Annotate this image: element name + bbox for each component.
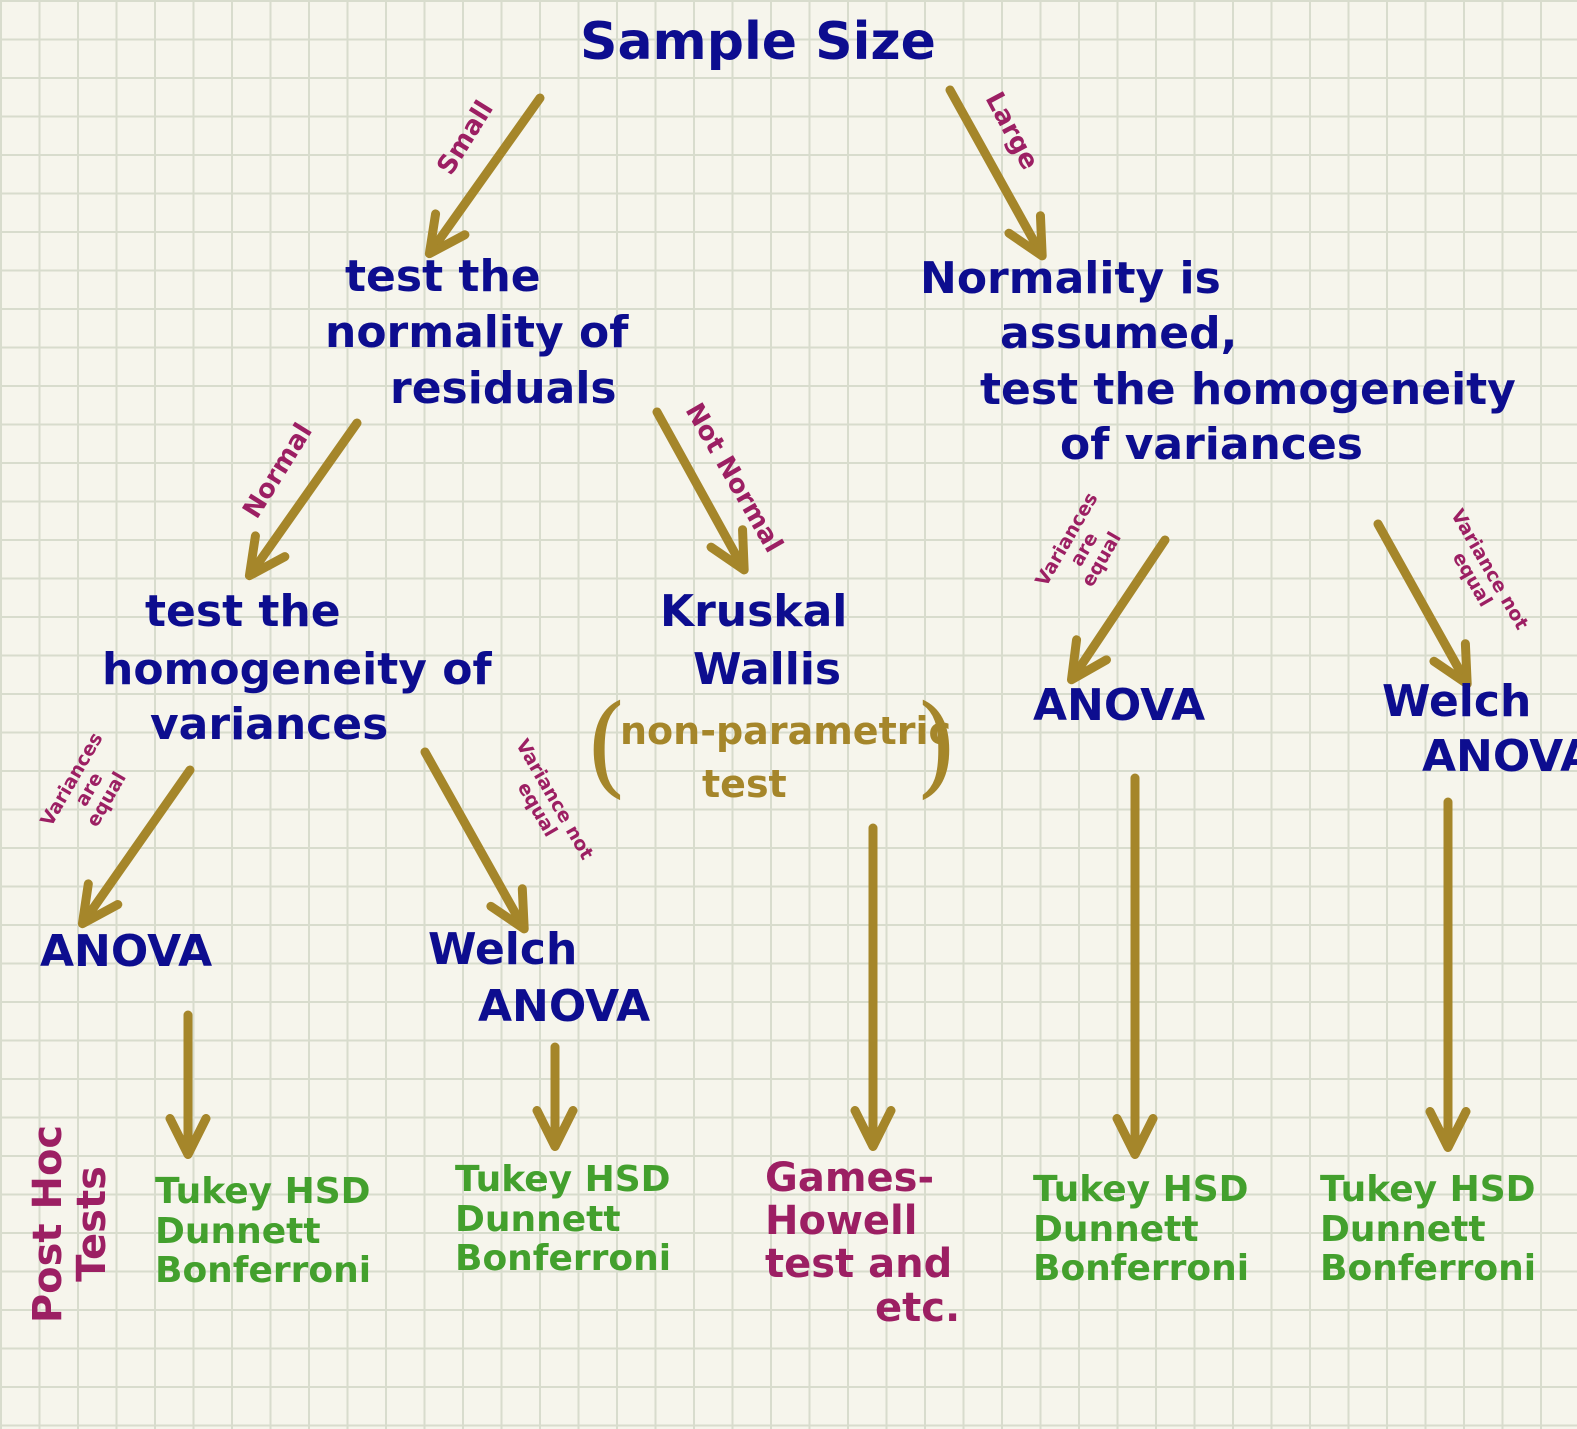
open-parenthesis: (	[585, 681, 628, 809]
node-normality-assumed-line3: test the homogeneity	[980, 364, 1516, 415]
node-welch-left-line1: Welch	[428, 924, 578, 975]
close-parenthesis: )	[915, 681, 958, 809]
post-hoc-list-anova-right: Tukey HSD Dunnett Bonferroni	[1033, 1170, 1249, 1289]
node-nonparametric-line2: test	[702, 762, 787, 806]
post-hoc-item: Bonferroni	[455, 1238, 672, 1280]
arrow-not-normal	[652, 407, 749, 575]
node-nonparametric-line1: non-parametric	[620, 709, 952, 753]
arrow-right-variances-equal	[1066, 535, 1170, 685]
post-hoc-item: Dunnett	[1033, 1208, 1199, 1250]
post-hoc-tests-label: Post Hoc Tests	[25, 1114, 115, 1334]
node-test-normality-line2: normality of	[325, 307, 629, 358]
node-anova-left: ANOVA	[40, 926, 213, 977]
post-hoc-item: Tukey HSD	[455, 1159, 671, 1200]
node-test-normality-line3: residuals	[390, 363, 617, 414]
arrow-small	[424, 93, 545, 259]
node-welch-right-line2: ANOVA	[1422, 731, 1577, 782]
node-kruskal-line2: Wallis	[693, 644, 842, 695]
post-hoc-line: Tests	[69, 1166, 115, 1282]
arrow-right-variance-not-equal	[1373, 519, 1472, 689]
node-normality-assumed-line2: assumed,	[1000, 308, 1238, 359]
arrow-large	[945, 85, 1047, 261]
post-hoc-item: Dunnett	[1320, 1208, 1486, 1250]
node-test-normality-line1: test the	[345, 251, 541, 302]
post-hoc-item: etc.	[875, 1284, 961, 1331]
node-welch-left-line2: ANOVA	[478, 981, 651, 1032]
post-hoc-item: Bonferroni	[1320, 1248, 1537, 1290]
node-test-homogeneity-line1: test the	[145, 586, 341, 637]
post-hoc-item: test and	[765, 1241, 953, 1288]
post-hoc-item: Tukey HSD	[1033, 1169, 1249, 1210]
arrow-left-variances-equal	[77, 765, 195, 929]
node-anova-right: ANOVA	[1033, 680, 1206, 731]
post-hoc-item: Bonferroni	[155, 1250, 372, 1292]
post-hoc-item: Tukey HSD	[1320, 1169, 1536, 1210]
node-test-homogeneity-line3: variances	[150, 699, 389, 750]
post-hoc-item: Dunnett	[155, 1210, 321, 1252]
node-kruskal-line1: Kruskal	[660, 586, 848, 637]
post-hoc-list-welch-left: Tukey HSD Dunnett Bonferroni	[455, 1160, 671, 1279]
post-hoc-list-welch-right: Tukey HSD Dunnett Bonferroni	[1320, 1170, 1536, 1289]
node-normality-assumed-line4: of variances	[1060, 419, 1363, 470]
node-test-homogeneity-line2: homogeneity of	[102, 644, 492, 695]
post-hoc-item: Howell	[765, 1198, 918, 1245]
post-hoc-item: Dunnett	[455, 1198, 621, 1240]
node-welch-right-line1: Welch	[1382, 676, 1532, 727]
post-hoc-item: Bonferroni	[1033, 1248, 1250, 1290]
post-hoc-item: Tukey HSD	[155, 1171, 371, 1212]
post-hoc-line: Post Hoc	[25, 1124, 71, 1324]
arrow-normal	[244, 418, 362, 581]
sample-size-title: Sample Size	[580, 12, 936, 72]
post-hoc-list-games-howell: Games- Howell test and etc.	[765, 1155, 961, 1331]
post-hoc-list-anova-left: Tukey HSD Dunnett Bonferroni	[155, 1172, 371, 1291]
arrow-left-variance-not-equal	[420, 747, 529, 934]
node-normality-assumed-line1: Normality is	[920, 253, 1221, 304]
post-hoc-item: Games-	[765, 1155, 935, 1201]
